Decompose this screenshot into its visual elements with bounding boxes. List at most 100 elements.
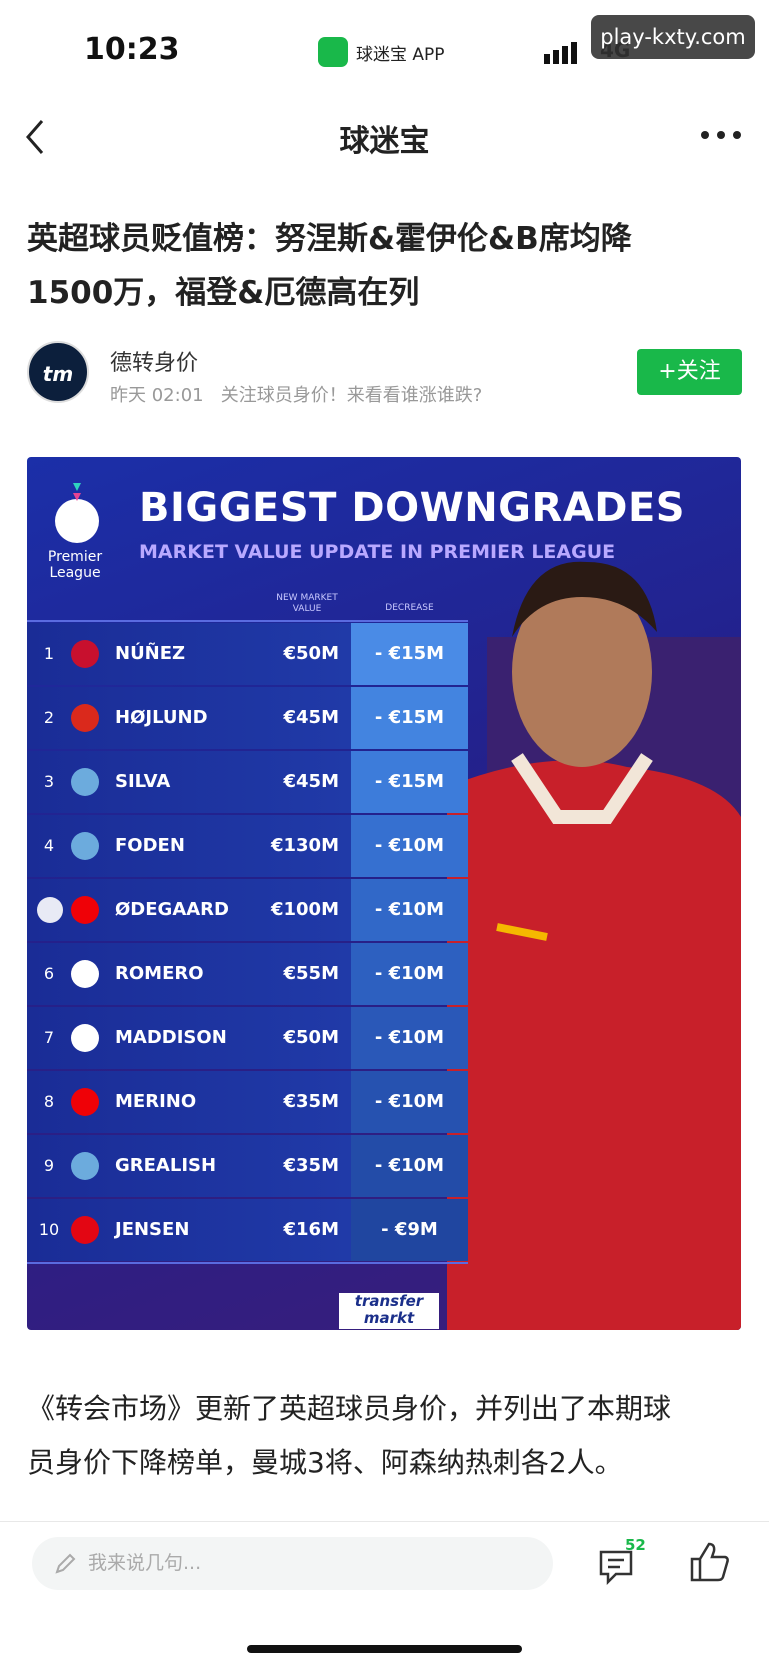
player-name: SILVA (115, 771, 171, 792)
body-line: 员身价下降榜单，曼城3将、阿森纳热刺各2人。 (27, 1446, 623, 1479)
decrease: - €9M (351, 1199, 468, 1261)
rank: 3 (43, 772, 55, 791)
player-name: MADDISON (115, 1027, 227, 1048)
back-button[interactable] (24, 118, 48, 156)
comment-count: 52 (625, 1536, 646, 1554)
player-name: FODEN (115, 835, 185, 856)
decrease: - €15M (351, 687, 468, 749)
app-indicator: 球迷宝 APP (318, 37, 445, 67)
market-value: €35M (283, 1155, 340, 1176)
column-header: NEW MARKET VALUE (276, 593, 338, 614)
table-row: 8 MERINO €35M - €10M (27, 1071, 468, 1133)
table-row: 1 NÚÑEZ €50M - €15M (27, 623, 468, 685)
app-name: 球迷宝 APP (356, 44, 445, 65)
market-value: €35M (283, 1091, 340, 1112)
source-line: markt (363, 1309, 415, 1327)
club-logo (71, 704, 99, 732)
club-logo (71, 960, 99, 988)
market-value: €50M (283, 643, 340, 664)
table-row: 9 GREALISH €35M - €10M (27, 1135, 468, 1197)
table-row: 3 SILVA €45M - €15M (27, 751, 468, 813)
player-photo (447, 561, 741, 1330)
more-button[interactable] (700, 130, 742, 140)
status-time: 10:23 (84, 32, 180, 67)
table-row: 6 ROMERO €55M - €10M (27, 943, 468, 1005)
author-bio: 关注球员身价！来看看谁涨谁跌? (220, 385, 483, 406)
source-logo: transfer markt (339, 1293, 439, 1329)
app-icon (318, 37, 348, 67)
table-row: 7 MADDISON €50M - €10M (27, 1007, 468, 1069)
market-value: €55M (283, 963, 340, 984)
player-name: MERINO (115, 1091, 197, 1112)
decrease: - €10M (351, 1135, 468, 1197)
source-line: transfer (354, 1292, 424, 1310)
author-name[interactable]: 德转身价 (110, 351, 199, 376)
header-rule (27, 620, 468, 622)
table-row: 4 FODEN €130M - €10M (27, 815, 468, 877)
watermark: play-kxty.com (591, 15, 755, 59)
infographic-title: BIGGEST DOWNGRADES (139, 485, 686, 531)
player-name: ØDEGAARD (115, 899, 229, 920)
player-name: ROMERO (115, 963, 204, 984)
like-button[interactable] (690, 1541, 730, 1583)
market-value: €50M (283, 1027, 340, 1048)
rank: 10 (38, 1220, 60, 1239)
decrease: - €10M (351, 1071, 468, 1133)
comment-button[interactable] (598, 1546, 638, 1586)
bottom-divider (0, 1521, 769, 1522)
table-row: ØDEGAARD €100M - €10M (27, 879, 468, 941)
club-logo (71, 1152, 99, 1180)
article-body: 《转会市场》更新了英超球员身价，并列出了本期球 员身价下降榜单，曼城3将、阿森纳… (27, 1382, 671, 1490)
author-avatar[interactable]: tm (27, 341, 89, 403)
signal-icon (544, 42, 577, 64)
player-name: GREALISH (115, 1155, 217, 1176)
nav-title: 球迷宝 (339, 124, 430, 159)
market-value: €130M (270, 835, 339, 856)
decrease: - €10M (351, 943, 468, 1005)
rank: 7 (43, 1028, 55, 1047)
rank: 1 (43, 644, 55, 663)
rank: 8 (43, 1092, 55, 1111)
rank: 4 (43, 836, 55, 855)
back-bubble (37, 897, 63, 923)
market-value: €45M (283, 771, 340, 792)
infographic: Premier League BIGGEST DOWNGRADES MARKET… (27, 457, 741, 1330)
pencil-icon (55, 1553, 76, 1574)
column-header: DECREASE (385, 603, 434, 613)
rank: 2 (43, 708, 55, 727)
club-logo (71, 1088, 99, 1116)
author-meta: 昨天 02:01 关注球员身价！来看看谁涨谁跌? (110, 381, 482, 407)
player-name: JENSEN (115, 1219, 190, 1240)
title-line: 英超球员贬值榜：努涅斯&霍伊伦&B席均降 (27, 221, 632, 257)
infographic-subtitle: MARKET VALUE UPDATE IN PREMIER LEAGUE (139, 541, 616, 563)
player-name: HØJLUND (115, 707, 208, 728)
rank: 9 (43, 1156, 55, 1175)
club-logo (71, 832, 99, 860)
club-logo (71, 1216, 99, 1244)
follow-button[interactable]: +关注 (637, 349, 742, 395)
decrease: - €15M (351, 751, 468, 813)
article-title: 英超球员贬值榜：努涅斯&霍伊伦&B席均降 1500万，福登&厄德高在列 (27, 212, 632, 320)
club-logo (71, 768, 99, 796)
home-indicator (247, 1645, 522, 1653)
table-row: 10 JENSEN €16M - €9M (27, 1199, 468, 1261)
input-placeholder: 我来说几句... (88, 1552, 202, 1574)
decrease: - €15M (351, 623, 468, 685)
player-name: NÚÑEZ (115, 643, 186, 664)
post-time: 昨天 02:01 (110, 385, 204, 406)
league-logo (55, 483, 99, 543)
decrease: - €10M (351, 1007, 468, 1069)
body-line: 《转会市场》更新了英超球员身价，并列出了本期球 (27, 1392, 672, 1425)
club-logo (71, 1024, 99, 1052)
table-rule (27, 1262, 468, 1264)
comment-input[interactable]: 我来说几句... (32, 1537, 553, 1590)
market-value: €16M (283, 1219, 340, 1240)
decrease: - €10M (351, 879, 468, 941)
rank: 6 (43, 964, 55, 983)
club-logo (71, 640, 99, 668)
club-logo (71, 896, 99, 924)
title-line: 1500万，福登&厄德高在列 (27, 275, 420, 311)
market-value: €45M (283, 707, 340, 728)
